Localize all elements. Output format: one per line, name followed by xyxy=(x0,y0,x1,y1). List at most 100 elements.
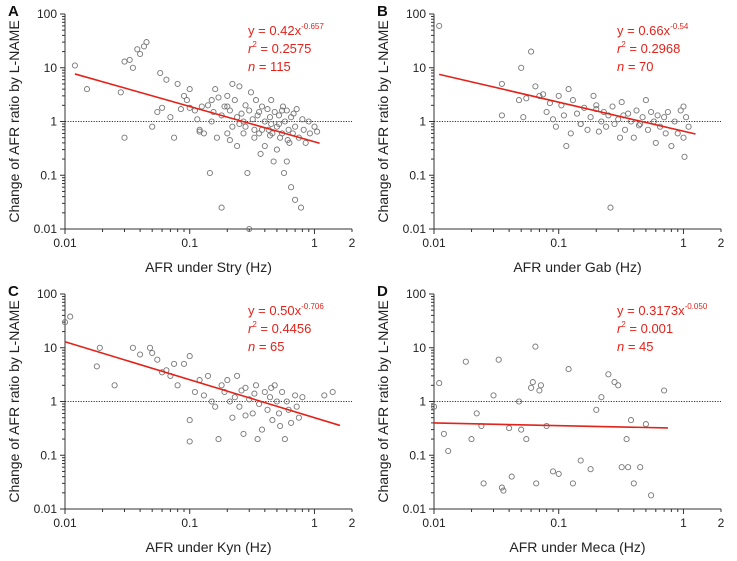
y-tick-label: 0.1 xyxy=(40,168,57,182)
data-point xyxy=(213,134,220,141)
fit-line xyxy=(64,341,341,427)
data-point xyxy=(611,379,618,386)
data-point xyxy=(71,62,78,69)
data-point xyxy=(671,118,678,125)
data-point xyxy=(186,86,193,93)
data-point xyxy=(171,360,178,367)
data-point xyxy=(137,351,144,358)
data-point xyxy=(577,120,584,128)
data-point xyxy=(498,112,505,119)
data-point xyxy=(251,126,258,133)
data-point xyxy=(159,104,166,111)
data-point xyxy=(261,142,268,150)
data-point xyxy=(284,137,291,144)
data-point xyxy=(536,387,543,394)
data-point xyxy=(306,130,313,137)
data-point xyxy=(134,46,141,53)
data-point xyxy=(281,118,288,125)
fit-line xyxy=(74,73,320,144)
data-point xyxy=(247,89,255,96)
data-point xyxy=(518,64,525,71)
data-point xyxy=(299,116,306,123)
data-point xyxy=(283,398,290,405)
data-point xyxy=(275,112,283,119)
data-point xyxy=(231,97,238,104)
x-tick-label: 1 xyxy=(680,236,687,250)
data-point xyxy=(204,372,212,379)
data-point xyxy=(662,130,669,137)
data-point xyxy=(598,394,605,401)
data-point xyxy=(277,422,284,430)
y-tick-label: 0.01 xyxy=(34,502,58,516)
data-point xyxy=(587,114,594,121)
data-point xyxy=(157,69,164,77)
data-point xyxy=(111,382,118,389)
data-point xyxy=(196,126,203,133)
data-point xyxy=(198,103,205,110)
data-point xyxy=(625,464,632,471)
x-axis-label: AFR under Stry (Hz) xyxy=(145,259,272,275)
data-point xyxy=(174,80,181,87)
data-point xyxy=(627,417,635,424)
data-point xyxy=(506,425,513,432)
data-point xyxy=(281,436,288,443)
y-tick-label: 100 xyxy=(37,7,57,21)
data-point xyxy=(293,403,300,410)
data-point xyxy=(490,392,497,399)
data-point xyxy=(212,86,219,93)
data-point xyxy=(528,384,535,391)
y-tick-label: 0.01 xyxy=(403,222,427,236)
data-point xyxy=(462,358,469,365)
data-point xyxy=(183,97,190,104)
data-point xyxy=(302,139,309,146)
data-point xyxy=(137,50,144,58)
data-point xyxy=(314,128,321,135)
data-point xyxy=(240,130,247,137)
data-point xyxy=(288,184,295,191)
data-point xyxy=(668,142,675,150)
data-point xyxy=(240,430,247,437)
data-point xyxy=(191,388,198,396)
x-tick-label: 0.1 xyxy=(181,516,198,530)
data-point xyxy=(212,403,219,410)
data-point xyxy=(246,107,253,114)
data-point xyxy=(251,390,258,397)
data-point xyxy=(593,102,600,109)
panel-a: A 0.01 0.1 1 10 100 0.01 0.1 1 2 AFR under Stry (H… xyxy=(6,3,356,275)
data-point xyxy=(275,410,283,417)
data-point xyxy=(126,56,133,63)
data-point xyxy=(674,130,681,137)
data-point xyxy=(540,91,547,98)
data-point xyxy=(468,436,475,443)
data-point xyxy=(567,130,574,137)
panel-c: C 0.01 0.1 1 10 100 0.01 0.1 1 2 AFR under Kyn (Hz… xyxy=(6,283,356,555)
data-point xyxy=(680,103,687,110)
data-point xyxy=(549,468,557,475)
data-point xyxy=(83,86,91,93)
data-point xyxy=(508,473,515,480)
y-tick-label: 100 xyxy=(406,7,426,21)
data-point xyxy=(305,118,312,125)
x-tick-label: 2 xyxy=(349,516,356,530)
data-point xyxy=(639,114,646,121)
data-point xyxy=(224,377,231,384)
y-tick-label: 0.1 xyxy=(409,448,426,462)
data-point xyxy=(226,398,233,405)
data-point xyxy=(498,80,505,87)
data-point xyxy=(677,107,684,114)
data-point xyxy=(146,344,154,351)
data-point xyxy=(637,464,644,471)
fit-equation: y = 0.3173x-0.050 xyxy=(617,302,708,318)
data-point xyxy=(515,97,523,104)
data-point xyxy=(242,412,249,419)
data-point xyxy=(177,106,184,113)
data-point xyxy=(603,123,610,130)
data-point xyxy=(681,153,688,160)
y-axis-label: Change of AFR ratio by L-NAME xyxy=(6,20,22,222)
data-point xyxy=(480,480,487,487)
data-point xyxy=(565,86,572,93)
data-point xyxy=(268,97,275,104)
data-point xyxy=(149,349,156,357)
data-point xyxy=(218,382,225,389)
fit-equation: y = 0.50x-0.706 xyxy=(248,302,324,318)
